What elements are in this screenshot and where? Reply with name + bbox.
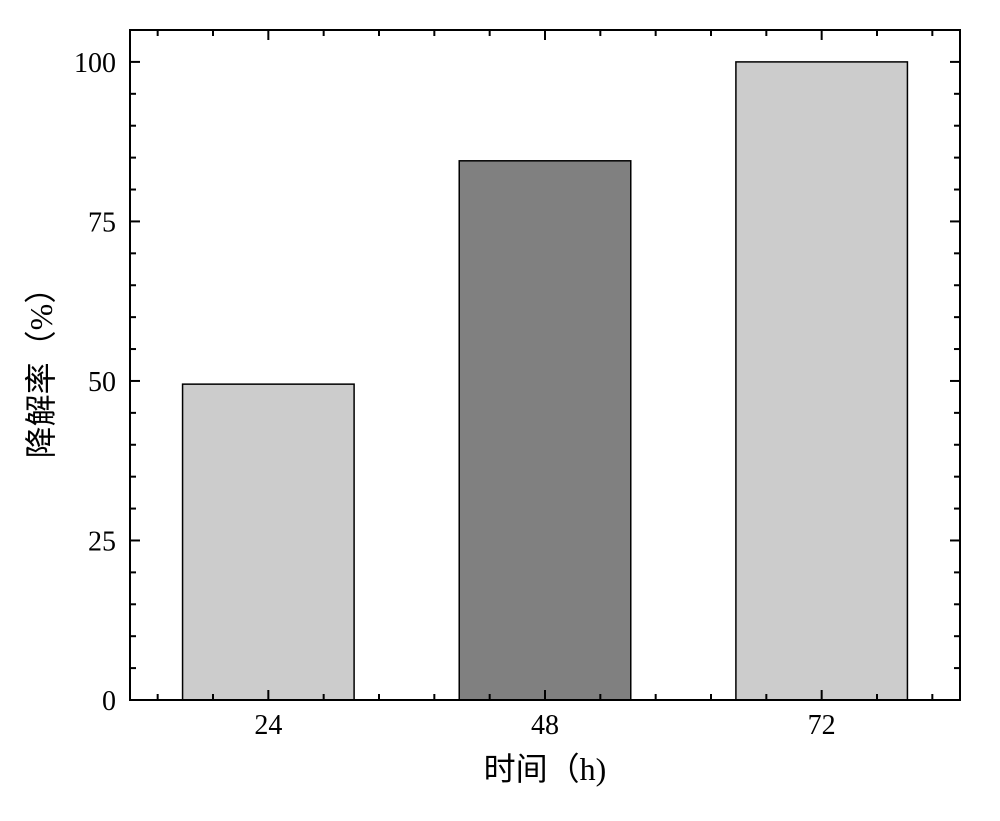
bar (459, 161, 631, 700)
y-tick-label: 100 (74, 48, 116, 79)
y-tick-label: 0 (102, 686, 116, 717)
x-tick-label: 72 (808, 710, 836, 741)
y-tick-label: 75 (88, 207, 116, 238)
x-tick-label: 24 (254, 710, 282, 741)
chart-svg: 0 25 50 75 100 24 48 72 时间（h) 降解率（%） (0, 0, 1000, 821)
y-tick-label: 25 (88, 526, 116, 557)
bar (736, 62, 908, 700)
x-axis-label: 时间（h) (484, 751, 607, 787)
bar-chart: 0 25 50 75 100 24 48 72 时间（h) 降解率（%） (0, 0, 1000, 821)
bar (183, 384, 355, 700)
y-tick-label: 50 (88, 367, 116, 398)
y-axis-label: 降解率（%） (23, 272, 59, 459)
x-tick-label: 48 (531, 710, 559, 741)
